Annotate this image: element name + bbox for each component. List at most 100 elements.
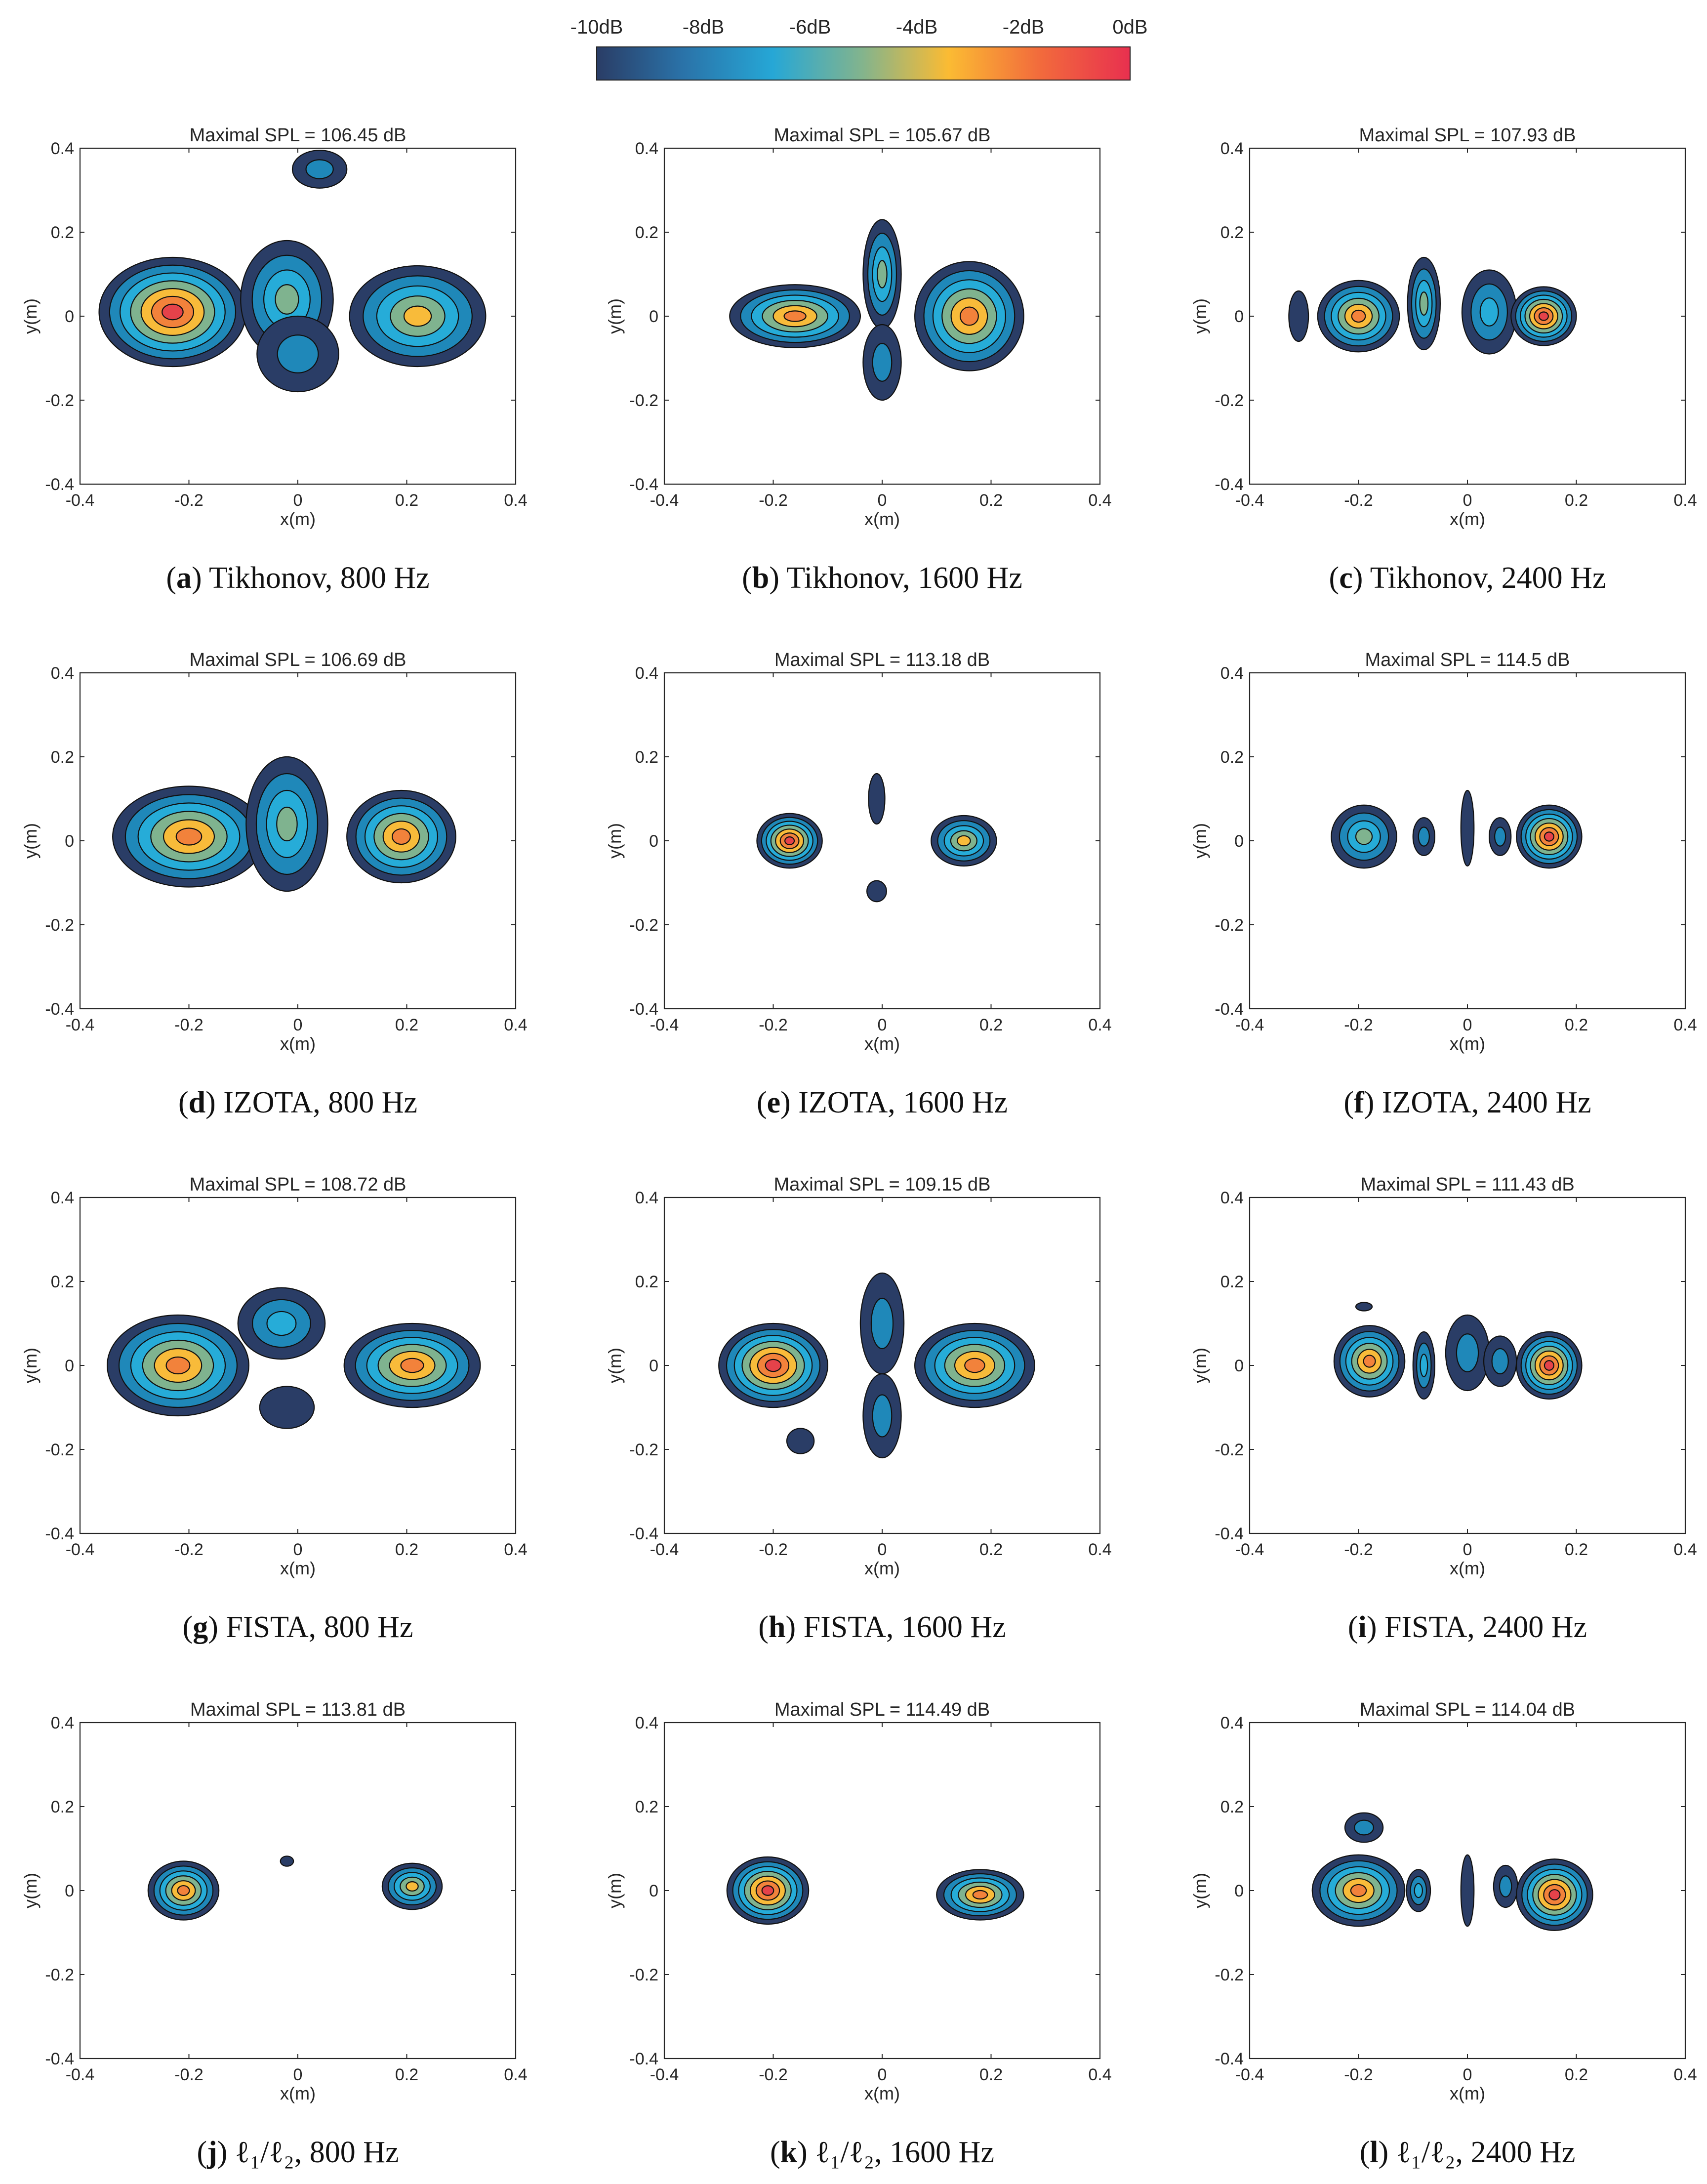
y-tick-label: -0.2 (629, 391, 658, 410)
x-tick-label: -0.2 (759, 2065, 788, 2084)
contour-level-1 (872, 343, 893, 382)
x-tick-label: -0.4 (650, 1016, 679, 1034)
panel-caption: (a) Tikhonov, 800 Hz (166, 561, 429, 595)
contour-group (729, 219, 1024, 401)
x-tick-label: -0.2 (174, 1016, 203, 1034)
contour-panels: -0.4 -0.2 0 0.2 0.4 0.4 0.2 0 -0.2 -0.4 Maximal SP… (20, 125, 1697, 2169)
y-tick-label: -0.4 (45, 1525, 74, 1543)
panel-b: -0.4 -0.2 0 0.2 0.4 0.4 0.2 0 -0.2 -0.4 Maximal SP… (605, 125, 1112, 595)
y-tick-label: 0.2 (635, 1798, 658, 1816)
contour-level-4 (957, 835, 971, 847)
x-axis-label: x(m) (1450, 1033, 1485, 1054)
y-tick-label: -0.4 (1215, 475, 1244, 494)
x-tick-label: 0 (878, 2065, 887, 2084)
panel-caption: (d) IZOTA, 800 Hz (178, 1086, 417, 1119)
x-tick-label: -0.4 (66, 1016, 95, 1034)
x-tick-label: 0.4 (1088, 1540, 1111, 1559)
y-tick-label: 0.4 (51, 664, 74, 683)
x-axis-label: x(m) (280, 1558, 316, 1578)
x-tick-label: 0 (293, 2065, 303, 2084)
contour-level-3 (1355, 828, 1373, 845)
contour-level-0 (280, 1855, 294, 1867)
caption-text: Tikhonov, 800 Hz (209, 561, 430, 595)
contour-group (147, 1855, 443, 1921)
colorbar-label: -2dB (1003, 16, 1045, 38)
x-axis-label: x(m) (1450, 2083, 1485, 2103)
caption-text: ℓ₁/ℓ₂, 2400 Hz (1396, 2136, 1576, 2169)
contour-group (1331, 789, 1583, 869)
x-tick-label: 0.2 (1565, 1016, 1588, 1034)
x-axis-label: x(m) (1450, 509, 1485, 529)
colorbar-label: -10dB (570, 16, 623, 38)
x-tick-label: 0.4 (1673, 1016, 1697, 1034)
y-tick-label: -0.4 (629, 475, 658, 494)
y-tick-label: -0.2 (629, 1966, 658, 1984)
y-tick-label: -0.4 (45, 2050, 74, 2068)
contour-group (98, 150, 487, 393)
caption-letter: b (752, 561, 769, 595)
contour-level-3 (1419, 291, 1429, 316)
x-tick-label: 0 (1463, 491, 1472, 510)
x-tick-label: 0.4 (1088, 1016, 1111, 1034)
caption-text: FISTA, 1600 Hz (804, 1610, 1006, 1644)
y-tick-label: 0.2 (635, 223, 658, 242)
caption-letter: a (176, 561, 192, 595)
caption-letter: g (193, 1610, 208, 1644)
x-tick-label: 0.4 (504, 1540, 527, 1559)
contour-group (112, 756, 456, 892)
contour-group (726, 1856, 1024, 1925)
x-tick-label: 0.4 (1088, 2065, 1111, 2084)
x-tick-label: -0.4 (650, 1540, 679, 1559)
y-tick-label: 0.4 (51, 1714, 74, 1732)
y-tick-label: 0.2 (635, 1273, 658, 1291)
y-axis-label: y(m) (20, 298, 41, 334)
panel-caption: (g) FISTA, 800 Hz (183, 1610, 413, 1644)
x-tick-label: -0.2 (759, 1540, 788, 1559)
y-tick-label: -0.2 (1215, 1966, 1244, 1984)
panel-caption: (f) IZOTA, 2400 Hz (1343, 1086, 1591, 1119)
contour-level-6 (761, 1885, 774, 1896)
contour-level-0 (1460, 1854, 1475, 1927)
x-axis-label: x(m) (280, 2083, 316, 2103)
contour-level-3 (276, 806, 298, 842)
contour-group (107, 1287, 481, 1429)
caption-text: IZOTA, 1600 Hz (798, 1086, 1008, 1119)
x-tick-label: -0.2 (759, 1016, 788, 1034)
y-tick-label: -0.4 (45, 1000, 74, 1019)
x-axis-label: x(m) (280, 509, 316, 529)
panel-caption: (e) IZOTA, 1600 Hz (757, 1086, 1008, 1119)
y-axis-label: y(m) (1190, 1348, 1210, 1383)
colorbar-label: 0dB (1112, 16, 1147, 38)
x-tick-label: 0.4 (1673, 1540, 1697, 1559)
contour-level-5 (177, 1885, 190, 1896)
y-tick-label: 0 (65, 832, 74, 851)
contour-level-2 (266, 1311, 297, 1336)
contour-level-5 (391, 828, 411, 845)
y-tick-label: -0.2 (45, 916, 74, 935)
x-tick-label: 0.4 (1673, 2065, 1697, 2084)
x-tick-label: -0.2 (1344, 2065, 1373, 2084)
contour-level-5 (1350, 1884, 1367, 1897)
caption-text: IZOTA, 2400 Hz (1382, 1086, 1591, 1119)
caption-text: ℓ₁/ℓ₂, 1600 Hz (815, 2136, 994, 2169)
colorbar-gradient (596, 46, 1131, 81)
y-axis-label: y(m) (20, 823, 41, 859)
caption-text: Tikhonov, 1600 Hz (786, 561, 1022, 595)
panel-title: Maximal SPL = 108.72 dB (189, 1174, 406, 1195)
panel-title: Maximal SPL = 113.81 dB (190, 1699, 406, 1720)
panel-title: Maximal SPL = 113.18 dB (774, 650, 990, 670)
panel-c: -0.4 -0.2 0 0.2 0.4 0.4 0.2 0 -0.2 -0.4 Maximal SP… (1190, 125, 1697, 595)
panel-caption: (j) ℓ₁/ℓ₂, 800 Hz (197, 2136, 399, 2169)
x-tick-label: 0 (293, 1540, 303, 1559)
y-tick-label: 0.4 (1220, 139, 1244, 158)
x-tick-label: 0 (293, 1016, 303, 1034)
colorbar-label: -4dB (896, 16, 938, 38)
x-tick-label: 0.2 (395, 2065, 418, 2084)
caption-letter: c (1339, 561, 1353, 595)
y-tick-label: 0 (65, 1882, 74, 1900)
caption-letter: l (1370, 2136, 1378, 2169)
x-axis-label: x(m) (280, 1033, 316, 1054)
panel-caption: (k) ℓ₁/ℓ₂, 1600 Hz (770, 2136, 994, 2169)
y-tick-label: 0.4 (51, 1189, 74, 1207)
panel-title: Maximal SPL = 109.15 dB (773, 1174, 990, 1195)
